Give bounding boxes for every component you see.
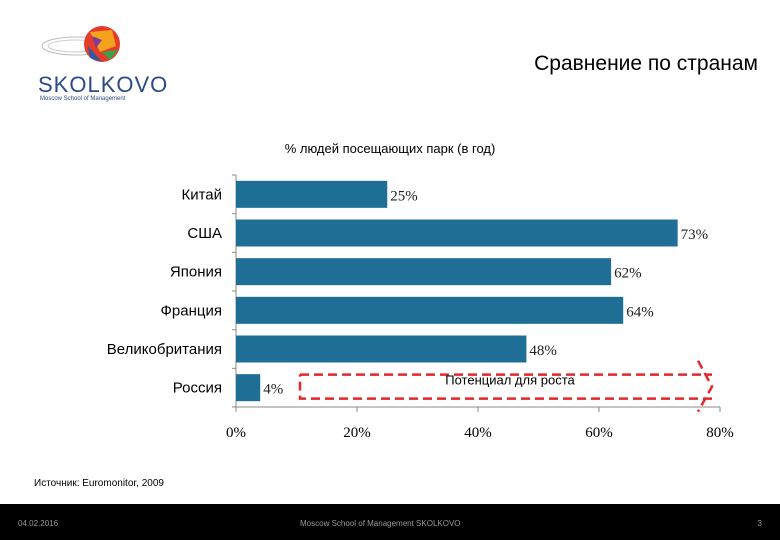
skolkovo-logo: SKOLKOVO Moscow School of Management: [30, 22, 170, 106]
bar: [236, 296, 624, 324]
x-tick-label: 20%: [343, 425, 371, 441]
footer-page-number: 3: [757, 519, 762, 528]
x-tick-label: 60%: [585, 425, 613, 441]
slide-title: Сравнение по странам: [534, 52, 758, 75]
source-note: Источник: Euromonitor, 2009: [34, 478, 164, 489]
category-label: Франция: [161, 302, 222, 319]
category-label: Великобритания: [107, 341, 222, 358]
data-label: 62%: [614, 266, 642, 282]
bar: [236, 374, 261, 402]
data-label: 4%: [263, 382, 283, 398]
x-tick-label: 40%: [464, 425, 492, 441]
category-label: Япония: [170, 264, 222, 281]
data-label: 73%: [681, 227, 709, 243]
annotation-label: Потенциал для роста: [445, 373, 575, 388]
logo-wordmark: SKOLKOVO: [38, 72, 169, 97]
bar: [236, 258, 612, 286]
bar-chart: 0% 20% 40% 60% 80% Китай 25% США 73% Япония 62% Фра…: [107, 174, 734, 441]
data-label: 64%: [626, 304, 654, 320]
logo-subtext: Moscow School of Management: [40, 96, 126, 102]
data-label: 25%: [390, 188, 418, 204]
chart-title: % людей посещающих парк (в год): [284, 141, 496, 156]
bar: [236, 335, 527, 363]
footer-date: 04.02.2016: [18, 519, 59, 528]
globe-logo-icon: [41, 26, 120, 62]
bar: [236, 180, 388, 208]
category-label: США: [187, 225, 222, 242]
footer-bar: 04.02.2016 Moscow School of Management S…: [0, 504, 780, 540]
growth-arrow: [298, 360, 714, 413]
data-label: 48%: [529, 343, 557, 359]
x-tick-label: 80%: [706, 425, 734, 441]
footer-organization: Moscow School of Management SKOLKOVO: [300, 519, 461, 528]
category-label: Китай: [181, 186, 222, 203]
bar: [236, 219, 678, 247]
category-label: Россия: [173, 380, 222, 397]
x-tick-label: 0%: [226, 425, 246, 441]
